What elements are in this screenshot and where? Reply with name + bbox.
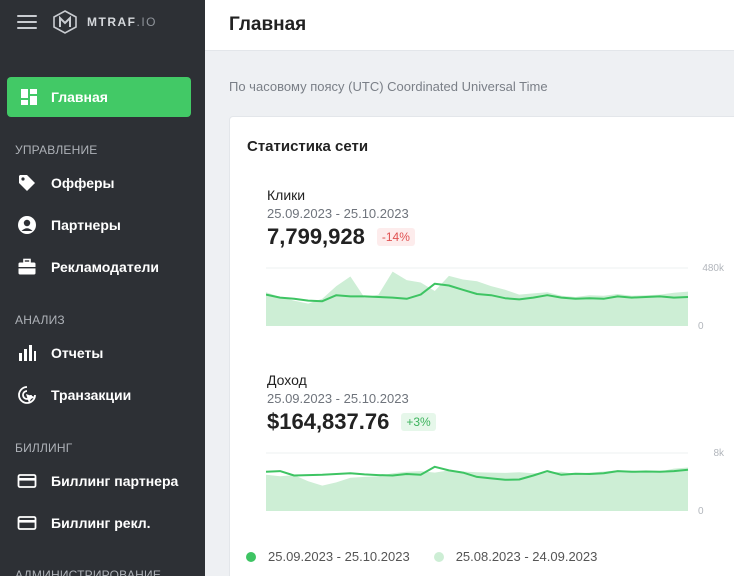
logo-bar: MTRAF.IO [0, 0, 205, 44]
timezone-note: По часовому поясу (UTC) Coordinated Univ… [229, 79, 548, 94]
revenue-chart[interactable]: 8k 0 [266, 445, 726, 515]
sidebar-item-offers[interactable]: Офферы [0, 163, 205, 203]
page-title: Главная [229, 14, 306, 36]
section-title-analysis: АНАЛИЗ [15, 313, 65, 327]
sidebar-item-label: Биллинг рекл. [51, 515, 151, 531]
tag-icon [17, 173, 37, 193]
clicks-value: 7,799,928 [267, 224, 365, 250]
clicks-chart[interactable]: 480k 0 [266, 260, 726, 330]
clicks-label: Клики [267, 187, 707, 203]
sidebar-item-partner-billing[interactable]: Биллинг партнера [0, 461, 205, 501]
logo-icon [53, 10, 77, 34]
y-tick-min: 0 [698, 321, 704, 330]
sidebar-item-label: Транзакции [51, 387, 131, 403]
logo-text: MTRAF.IO [87, 15, 157, 29]
sidebar-item-label: Отчеты [51, 345, 103, 361]
sidebar-item-label: Биллинг партнера [51, 473, 178, 489]
legend-label-current: 25.09.2023 - 25.10.2023 [268, 549, 410, 564]
menu-toggle-icon[interactable] [17, 15, 37, 29]
sidebar-item-partners[interactable]: Партнеры [0, 205, 205, 245]
section-title-management: УПРАВЛЕНИЕ [15, 143, 98, 157]
clicks-range: 25.09.2023 - 25.10.2023 [267, 206, 707, 221]
legend-label-previous: 25.08.2023 - 24.09.2023 [456, 549, 598, 564]
revenue-delta-badge: +3% [401, 413, 435, 431]
card-title: Статистика сети [247, 138, 368, 155]
revenue-label: Доход [267, 372, 707, 388]
y-tick-max: 8k [713, 448, 725, 459]
clicks-delta-badge: -14% [377, 228, 415, 246]
legend-dot-current [246, 552, 256, 562]
main-content: Главная По часовому поясу (UTC) Coordina… [205, 0, 734, 576]
y-tick-max: 480k [702, 263, 725, 274]
credit-card-icon [17, 471, 37, 491]
bar-chart-icon [17, 343, 37, 363]
y-tick-min: 0 [698, 506, 704, 515]
legend-item-previous[interactable]: 25.08.2023 - 24.09.2023 [434, 549, 598, 564]
credit-card-icon [17, 513, 37, 533]
revenue-metric: Доход 25.09.2023 - 25.10.2023 $164,837.7… [267, 372, 707, 435]
briefcase-icon [17, 257, 37, 277]
sidebar-item-label: Партнеры [51, 217, 121, 233]
section-title-billing: БИЛЛИНГ [15, 441, 72, 455]
cursor-click-icon [17, 385, 37, 405]
section-title-administration: АДМИНИСТРИРОВАНИЕ [15, 568, 161, 576]
sidebar-item-label: Офферы [51, 175, 115, 191]
sidebar-item-label: Рекламодатели [51, 259, 159, 275]
sidebar-item-advertisers[interactable]: Рекламодатели [0, 247, 205, 287]
revenue-value: $164,837.76 [267, 409, 389, 435]
sidebar-item-home[interactable]: Главная [7, 77, 191, 117]
header: Главная [205, 0, 734, 51]
sidebar-item-reports[interactable]: Отчеты [0, 333, 205, 373]
chart-legend: 25.09.2023 - 25.10.2023 25.08.2023 - 24.… [246, 549, 621, 564]
dashboard-icon [19, 87, 39, 107]
user-circle-icon [17, 215, 37, 235]
sidebar-item-label: Главная [51, 89, 108, 105]
clicks-metric: Клики 25.09.2023 - 25.10.2023 7,799,928 … [267, 187, 707, 250]
sidebar: MTRAF.IO Главная УПРАВЛЕНИЕ Офферы Партн… [0, 0, 205, 576]
revenue-range: 25.09.2023 - 25.10.2023 [267, 391, 707, 406]
sidebar-item-transactions[interactable]: Транзакции [0, 375, 205, 415]
sidebar-item-advertiser-billing[interactable]: Биллинг рекл. [0, 503, 205, 543]
legend-item-current[interactable]: 25.09.2023 - 25.10.2023 [246, 549, 410, 564]
legend-dot-previous [434, 552, 444, 562]
network-stats-card: Статистика сети Клики 25.09.2023 - 25.10… [229, 116, 734, 576]
